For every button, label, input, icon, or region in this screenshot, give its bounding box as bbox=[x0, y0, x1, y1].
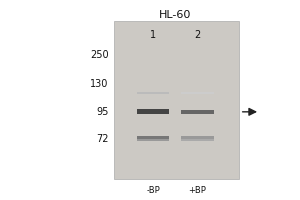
Bar bbox=[136, 136, 169, 139]
Bar bbox=[136, 139, 169, 141]
Text: HL-60: HL-60 bbox=[159, 10, 191, 20]
Text: 2: 2 bbox=[194, 30, 201, 40]
Bar bbox=[136, 109, 169, 114]
Text: 130: 130 bbox=[90, 79, 108, 89]
Text: +BP: +BP bbox=[189, 186, 206, 195]
Text: 250: 250 bbox=[90, 50, 108, 60]
Text: 1: 1 bbox=[150, 30, 156, 40]
Text: -BP: -BP bbox=[146, 186, 160, 195]
Bar bbox=[181, 92, 214, 94]
Bar bbox=[114, 21, 239, 179]
Text: 72: 72 bbox=[96, 134, 108, 144]
Text: 95: 95 bbox=[96, 107, 108, 117]
Bar bbox=[181, 110, 214, 114]
Bar bbox=[181, 139, 214, 141]
Bar bbox=[181, 136, 214, 139]
Bar bbox=[136, 92, 169, 94]
